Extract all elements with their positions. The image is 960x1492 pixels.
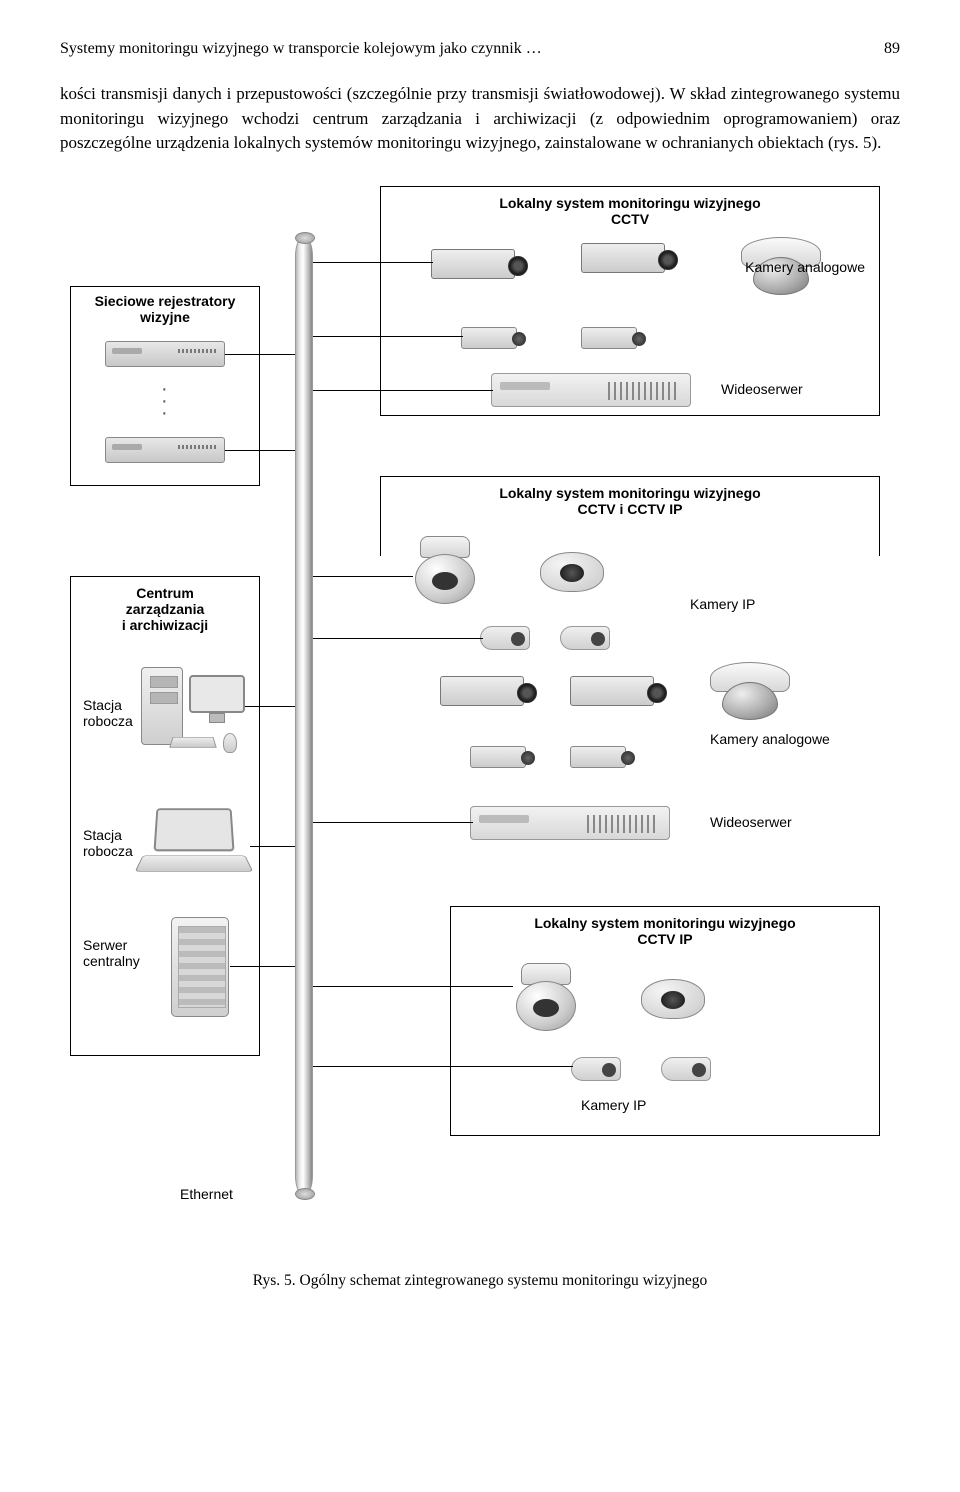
label-workstation-2: Stacja robocza [83,827,133,859]
box-cctv-ip: Lokalny system monitoringu wizyjnego CCT… [450,906,880,1136]
label-analog-cameras-2: Kamery analogowe [710,731,830,747]
figure-caption: Rys. 5. Ogólny schemat zintegrowanego sy… [60,1272,900,1290]
mixed-miniip-2 [560,626,610,650]
management-center-title: Centrum zarządzania i archiwizacji [71,585,259,633]
analog-boxcam-2 [581,243,665,273]
body-paragraph: kości transmisji danych i przepustowości… [60,82,900,156]
mixed-boxcam-2 [570,676,654,706]
label-ip-cameras-1: Kamery IP [690,596,755,612]
conn-line [313,336,463,337]
conn-line [313,1066,573,1067]
box-cctv: Lokalny system monitoringu wizyjnego CCT… [380,186,880,416]
dvr-2 [105,437,225,463]
conn-line [313,986,513,987]
mixed-boxcam-1 [440,676,524,706]
mixed-ipcam-1 [540,546,604,594]
label-ethernet: Ethernet [180,1186,233,1202]
analog-minicam-2 [581,327,637,349]
conn-line [313,390,493,391]
analog-minicam-1 [461,327,517,349]
monitor-icon [189,675,245,721]
conn-line [245,706,295,707]
conn-line [225,450,295,451]
ip-ptz [511,963,581,1033]
videoserver-1 [491,373,691,407]
mixed-minicam-2 [570,746,626,768]
box-mixed-title: Lokalny system monitoringu wizyjnego CCT… [381,485,879,517]
label-videoserver-2: Wideoserwer [710,814,792,830]
diagram: Lokalny system monitoringu wizyjnego CCT… [70,186,890,1246]
page-header: Systemy monitoringu wizyjnego w transpor… [60,40,900,58]
conn-line [250,846,295,847]
vdots-icon: ··· [161,383,168,419]
conn-line [313,576,413,577]
running-title: Systemy monitoringu wizyjnego w transpor… [60,40,542,58]
box-cctv-title: Lokalny system monitoringu wizyjnego CCT… [381,195,879,227]
mouse-icon [223,733,237,753]
label-videoserver-1: Wideoserwer [721,381,803,397]
mixed-minicam-1 [470,746,526,768]
ip-miniip-2 [661,1057,711,1081]
dvr-1 [105,341,225,367]
mixed-domecam [710,662,790,722]
pc-tower-icon [141,667,183,745]
videoserver-2 [470,806,670,840]
label-ip-cameras-2: Kamery IP [581,1097,646,1113]
server-tower-icon [171,917,229,1017]
analog-boxcam-1 [431,249,515,279]
mixed-ptz-1 [410,536,480,606]
conn-line [225,354,295,355]
conn-line [313,638,483,639]
conn-line [313,822,473,823]
conn-line [230,966,295,967]
laptop-icon [139,807,249,877]
page-number: 89 [884,40,900,58]
ip-cam [641,973,705,1021]
network-recorders-title: Sieciowe rejestratory wizyjne [71,293,259,325]
mixed-miniip-1 [480,626,530,650]
label-workstation-1: Stacja robocza [83,697,133,729]
conn-line [313,262,433,263]
ethernet-backbone [295,236,313,1196]
box-network-recorders: Sieciowe rejestratory wizyjne ··· [70,286,260,486]
ip-miniip-1 [571,1057,621,1081]
box-management-center: Centrum zarządzania i archiwizacji Stacj… [70,576,260,1056]
label-analog-cameras-1: Kamery analogowe [745,259,865,275]
keyboard-icon [171,735,215,749]
box-ip-title: Lokalny system monitoringu wizyjnego CCT… [451,915,879,947]
label-central-server: Serwer centralny [83,937,140,969]
